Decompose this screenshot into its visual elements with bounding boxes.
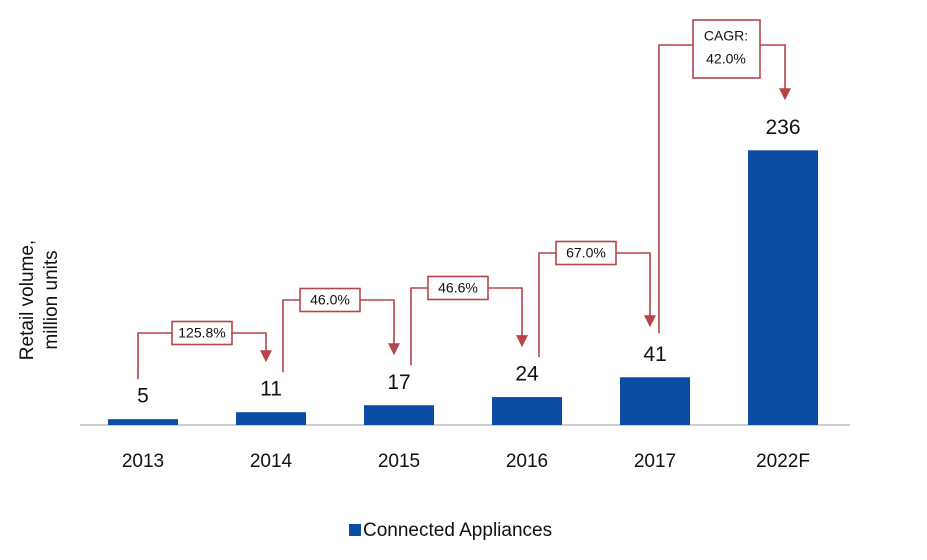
annotation-line	[488, 287, 523, 346]
bar	[364, 405, 434, 425]
bar	[620, 377, 690, 425]
x-tick-label: 2013	[122, 451, 164, 472]
annotation-line	[658, 44, 693, 334]
arrow-head	[779, 88, 791, 101]
annotation-line	[616, 252, 651, 326]
legend-swatch	[349, 524, 361, 536]
data-label: 5	[137, 385, 149, 408]
data-label: 11	[260, 378, 282, 401]
cagr-box	[692, 19, 761, 79]
arrow-head	[260, 350, 272, 363]
growth-label: 125.8%	[178, 325, 225, 341]
y-axis-label: million units	[41, 250, 62, 349]
growth-label: 67.0%	[566, 245, 606, 261]
growth-label: 46.6%	[438, 280, 478, 296]
x-tick-label: 2016	[506, 451, 548, 472]
bar	[748, 150, 818, 425]
bar	[236, 412, 306, 425]
legend-label: Connected Appliances	[363, 520, 552, 541]
x-tick-label: 2015	[378, 451, 420, 472]
arrow-head	[388, 343, 400, 356]
data-label: 24	[515, 363, 539, 386]
annotation-box	[299, 287, 361, 313]
annotation-line	[282, 299, 300, 373]
data-label: 41	[643, 343, 666, 366]
growth-label: 46.0%	[310, 292, 350, 308]
bar	[108, 419, 178, 425]
annotation-line	[538, 252, 556, 358]
annotation-box	[427, 275, 489, 301]
cagr-label: 42.0%	[706, 51, 746, 67]
annotation-box	[555, 240, 617, 266]
annotation-line	[232, 332, 267, 361]
cagr-label: CAGR:	[704, 28, 748, 44]
annotation-line	[410, 287, 428, 366]
data-label: 236	[765, 116, 800, 139]
bar	[492, 397, 562, 425]
annotation-line	[360, 299, 395, 354]
x-tick-label: 2017	[634, 451, 676, 472]
x-tick-label: 2014	[250, 451, 293, 472]
annotation-line	[137, 332, 172, 380]
annotation-line	[760, 44, 786, 99]
x-tick-label: 2022F	[756, 451, 810, 472]
annotation-box	[171, 320, 233, 346]
arrow-head	[644, 315, 656, 328]
y-axis-label: Retail volume,	[17, 240, 38, 360]
arrow-head	[516, 335, 528, 348]
data-label: 17	[387, 371, 410, 394]
